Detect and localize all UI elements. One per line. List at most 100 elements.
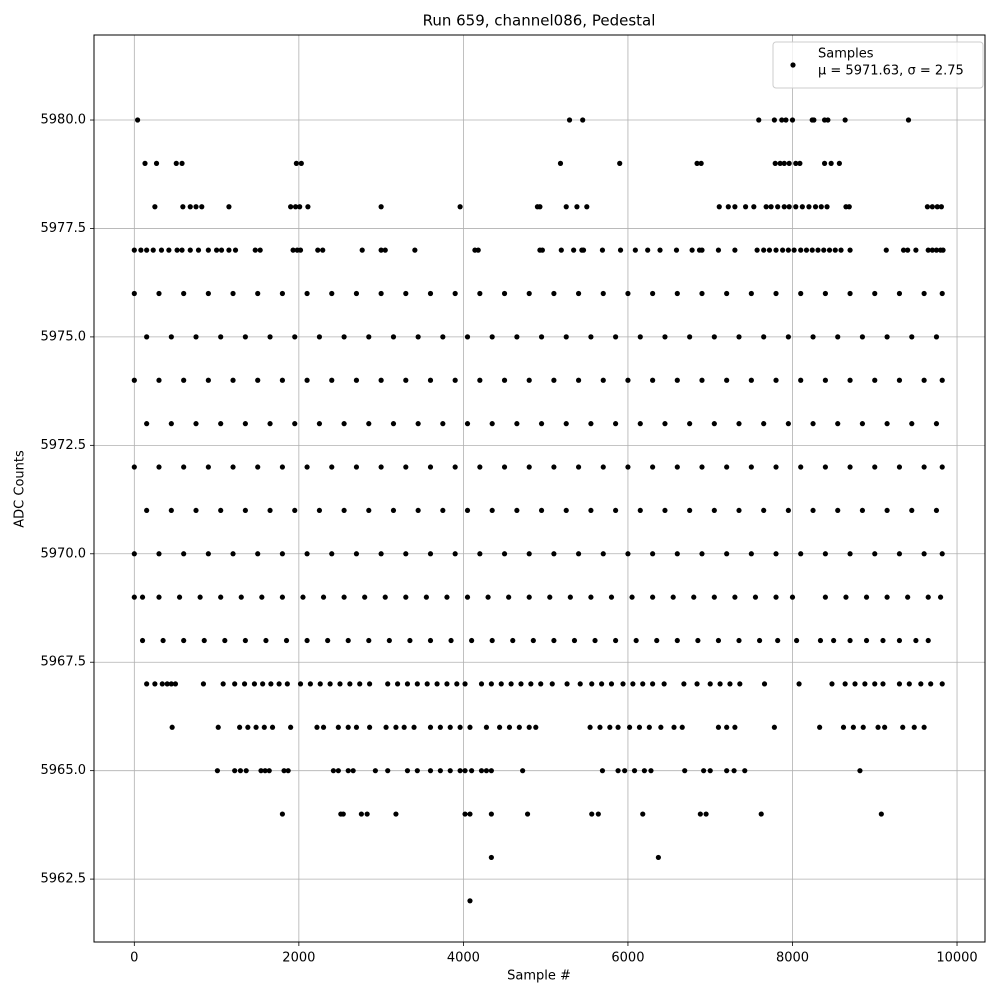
point [597,724,603,730]
point [896,377,903,383]
point [241,681,248,687]
point [925,594,931,600]
point [761,334,767,340]
point [563,507,569,514]
point [452,551,458,557]
point [488,854,494,861]
point [353,290,360,297]
point [353,377,360,383]
point [566,117,573,123]
point [526,464,532,470]
point [378,551,384,557]
point [707,768,713,774]
point [625,551,631,557]
point [516,724,522,730]
point [909,334,915,340]
point [526,594,532,600]
point [822,464,828,470]
point [637,507,643,514]
point [366,637,372,644]
point [304,290,310,297]
point [424,681,430,687]
point [305,204,311,210]
point [768,204,774,210]
point [514,507,520,514]
point [645,247,651,253]
point [292,421,298,427]
point [537,204,543,210]
point [547,594,553,600]
point [195,247,202,253]
point [589,811,595,817]
point [872,377,878,383]
point [367,681,373,687]
point [347,681,353,687]
point [921,464,927,470]
point [798,377,804,383]
point [707,681,713,687]
point [715,637,722,644]
point [859,421,866,427]
point [793,160,799,166]
point [599,768,606,774]
point [440,507,446,514]
point [475,247,481,253]
point [933,334,940,340]
point [650,377,656,383]
point [551,377,557,383]
point [880,637,886,644]
point [607,724,613,730]
point [156,464,162,470]
point [758,811,764,817]
point [238,594,244,600]
point [524,811,531,817]
point [174,247,180,253]
point [253,724,259,730]
point [775,204,781,210]
point [372,768,378,774]
point [872,464,878,470]
point [906,681,912,687]
point [766,247,773,253]
point [510,637,516,644]
point [304,637,310,644]
point [884,507,890,514]
point [913,637,919,644]
point [538,507,545,514]
point [654,637,660,644]
point [655,854,661,861]
point [279,290,286,297]
point [650,464,656,470]
point [315,247,321,253]
point [617,160,623,166]
point [142,160,148,166]
point [262,768,268,774]
point [793,637,800,644]
point [181,551,187,557]
point [822,290,828,297]
point [929,204,935,210]
plot-frame [93,34,986,943]
point [933,247,940,253]
point [724,290,730,297]
point [279,377,286,383]
point [382,247,388,253]
point [501,464,508,470]
point [378,247,384,253]
point [357,681,363,687]
point [181,290,187,297]
point [226,247,232,253]
point [464,421,471,427]
point [467,811,473,817]
point [574,204,580,210]
point [575,464,582,470]
point [810,334,816,340]
point [197,594,203,600]
legend-label: Samples [818,47,874,62]
point [896,464,903,470]
point [825,117,831,123]
point [366,507,372,514]
point [928,681,934,687]
point [872,290,878,297]
